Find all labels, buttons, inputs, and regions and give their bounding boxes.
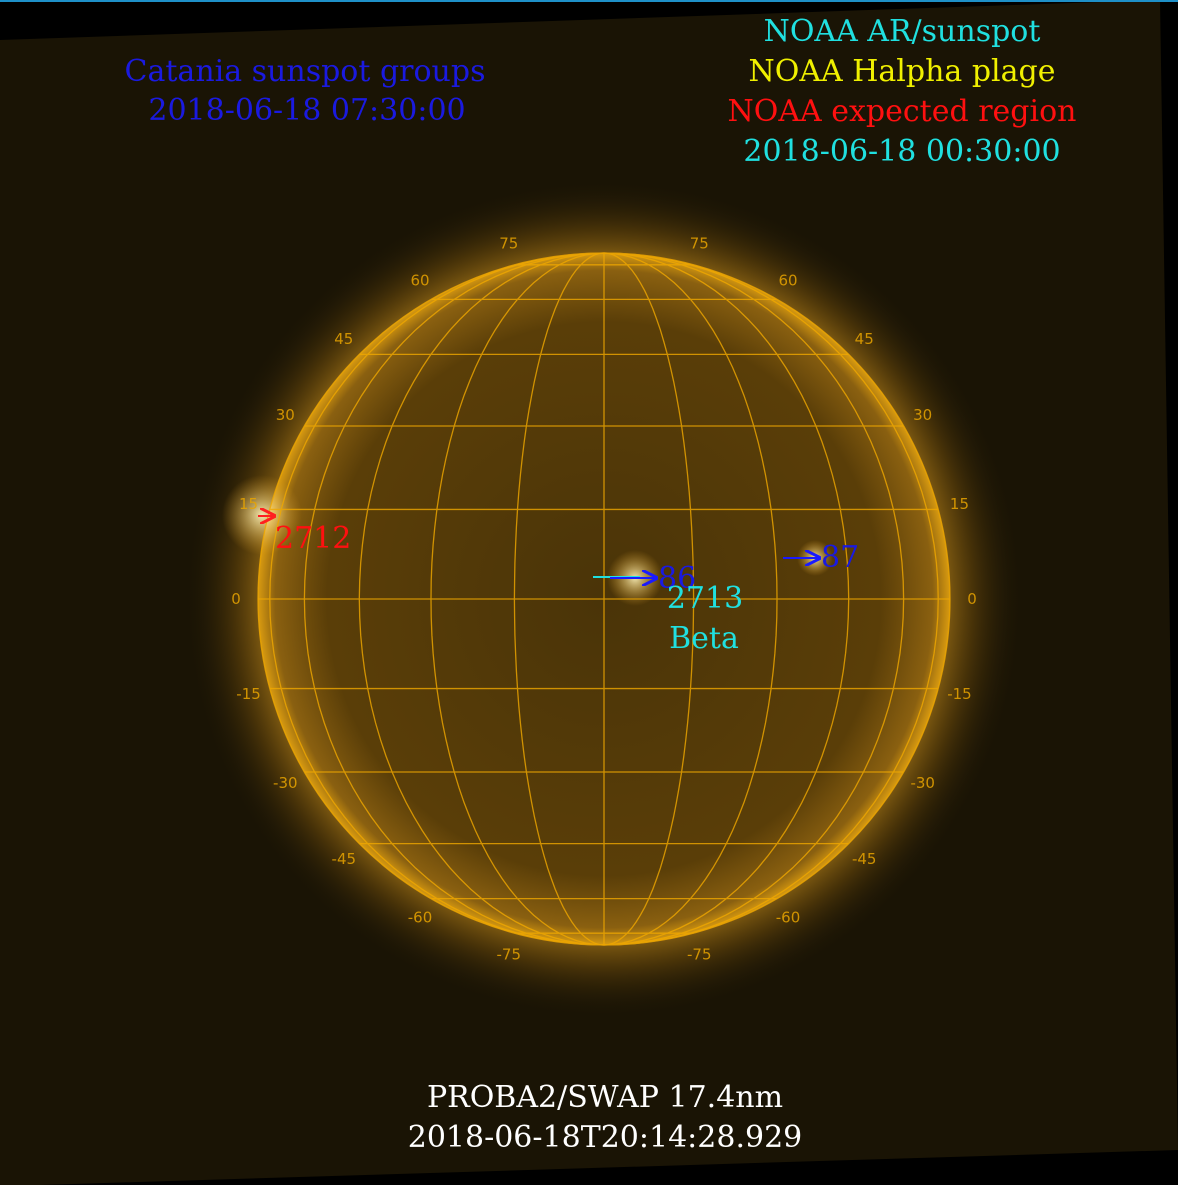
latitude-label: 30 [913, 406, 932, 424]
region-label: 86 [658, 561, 696, 596]
latitude-label: -30 [273, 774, 298, 792]
legend-time: 2018-06-18 00:30:00 [743, 134, 1060, 169]
latitude-label: 75 [690, 235, 709, 253]
legend-sunspot: NOAA AR/sunspot [764, 14, 1041, 49]
latitude-label: -15 [236, 685, 261, 703]
region-label: 2713 [667, 581, 743, 616]
grid-labels: 75 75 60 60 45 45 30 30 15 15 0 0 -15 -15 -30 -30 -45 -45… [231, 235, 977, 964]
header-time: 2018-06-18 07:30:00 [148, 93, 465, 128]
latitude-label: -45 [332, 850, 357, 868]
latitude-label: -30 [910, 774, 935, 792]
latitude-label: 75 [499, 235, 518, 253]
latitude-label: -75 [497, 945, 522, 963]
latitude-label: 45 [334, 330, 353, 348]
latitude-label: 30 [276, 406, 295, 424]
latitude-label: 15 [239, 495, 258, 513]
footer-instrument: PROBA2/SWAP 17.4nm [427, 1080, 783, 1115]
latitude-label: 0 [967, 590, 977, 608]
header-title: Catania sunspot groups [125, 54, 486, 89]
region-label: 2712 [275, 521, 351, 556]
legend-plage: NOAA Halpha plage [749, 54, 1056, 89]
legend-expected: NOAA expected region [728, 94, 1077, 129]
footer-time: 2018-06-18T20:14:28.929 [408, 1120, 803, 1155]
latitude-label: 0 [231, 590, 241, 608]
latitude-label: -75 [687, 945, 712, 963]
latitude-label: -45 [852, 850, 877, 868]
region-class: Beta [669, 621, 739, 656]
top-border [0, 0, 1178, 2]
latitude-label: 45 [855, 330, 874, 348]
region-label: 87 [821, 540, 859, 575]
heliographic-grid [257, 252, 951, 946]
latitude-label: -15 [947, 685, 972, 703]
latitude-label: 60 [778, 271, 797, 289]
latitude-label: 60 [410, 271, 429, 289]
latitude-label: -60 [776, 909, 801, 927]
latitude-label: 15 [950, 495, 969, 513]
latitude-label: -60 [408, 909, 433, 927]
